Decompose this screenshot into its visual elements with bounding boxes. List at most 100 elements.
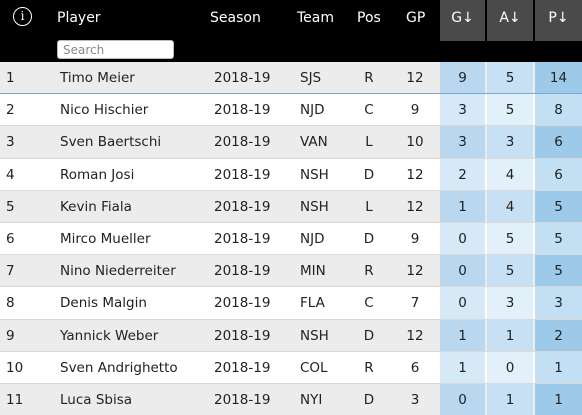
goals-cell: 0	[458, 391, 467, 408]
gp-cell: 12	[406, 327, 424, 344]
a-cell-bg	[487, 319, 533, 351]
rank-cell: 5	[6, 198, 15, 215]
a-cell-bg	[487, 158, 533, 190]
pos-cell: D	[363, 391, 375, 408]
rank-cell: 6	[6, 230, 15, 247]
goals-header-bg	[440, 0, 485, 41]
info-icon[interactable]: i	[13, 7, 32, 26]
assists-cell: 3	[505, 295, 515, 312]
pos-cell: D	[363, 230, 375, 247]
player-column-header[interactable]: Player	[57, 10, 101, 26]
team-cell: NSH	[300, 198, 329, 215]
assists-header-bg	[487, 0, 533, 41]
p-cell-bg	[535, 126, 582, 158]
points-cell: 6	[554, 134, 563, 151]
team-cell: NSH	[300, 166, 329, 183]
p-cell-bg	[535, 287, 582, 319]
table-row[interactable]: 7 Nino Niederreiter 2018-19 MIN R 12 0 5 5	[0, 255, 582, 288]
player-cell: Roman Josi	[60, 166, 135, 183]
p-cell-bg	[535, 62, 582, 94]
pos-cell: C	[364, 102, 374, 119]
team-cell: VAN	[300, 134, 328, 151]
p-cell-bg	[535, 255, 582, 287]
gp-column-header[interactable]: GP	[406, 10, 426, 26]
points-cell: 5	[554, 263, 563, 280]
season-cell: 2018-19	[214, 295, 271, 312]
g-cell-bg	[440, 351, 485, 383]
points-header-bg	[535, 0, 582, 41]
team-cell: NSH	[300, 327, 329, 344]
table-row[interactable]: 5 Kevin Fiala 2018-19 NSH L 12 1 4 5	[0, 190, 582, 223]
points-sort-header[interactable]: P↓	[548, 10, 569, 26]
assists-cell: 3	[505, 134, 515, 151]
table-row[interactable]: 11 Luca Sbisa 2018-19 NYI D 3 0 1 1	[0, 383, 582, 415]
table-row[interactable]: 3 Sven Baertschi 2018-19 VAN L 10 3 3 6	[0, 126, 582, 159]
rank-cell: 7	[6, 263, 15, 280]
gp-cell: 9	[410, 230, 420, 247]
table-row[interactable]: 1 Timo Meier 2018-19 SJS R 12 9 5 14	[0, 62, 582, 95]
pos-cell: R	[364, 359, 374, 376]
a-cell-bg	[487, 62, 533, 94]
assists-cell: 0	[505, 359, 515, 376]
table-row[interactable]: 2 Nico Hischier 2018-19 NJD C 9 3 5 8	[0, 94, 582, 127]
pos-cell: R	[364, 70, 374, 86]
team-cell: NJD	[300, 230, 325, 247]
p-cell-bg	[535, 94, 582, 126]
table-row[interactable]: 4 Roman Josi 2018-19 NSH D 12 2 4 6	[0, 158, 582, 191]
table-row[interactable]: 8 Denis Malgin 2018-19 FLA C 7 0 3 3	[0, 287, 582, 320]
table-row[interactable]: 9 Yannick Weber 2018-19 NSH D 12 1 1 2	[0, 319, 582, 352]
gp-cell: 12	[406, 166, 424, 183]
goals-cell: 3	[458, 134, 467, 151]
assists-sort-header[interactable]: A↓	[499, 10, 521, 26]
pos-cell: L	[365, 134, 373, 151]
goals-cell: 0	[458, 263, 467, 280]
table-header: i Player Season Team Pos GP G↓ A↓ P↓	[0, 0, 582, 62]
table-body: 1 Timo Meier 2018-19 SJS R 12 9 5 14 2 Nico Hischi…	[0, 62, 582, 415]
goals-cell: 1	[458, 359, 467, 376]
assists-cell: 5	[505, 230, 515, 247]
p-cell-bg	[535, 319, 582, 351]
gp-cell: 12	[406, 263, 424, 280]
a-cell-bg	[487, 351, 533, 383]
season-cell: 2018-19	[214, 70, 271, 86]
rank-cell: 2	[6, 102, 15, 119]
season-cell: 2018-19	[214, 263, 271, 280]
season-cell: 2018-19	[214, 166, 271, 183]
goals-cell: 3	[458, 102, 467, 119]
table-row[interactable]: 6 Mirco Mueller 2018-19 NJD D 9 0 5 5	[0, 222, 582, 256]
p-cell-bg	[535, 158, 582, 190]
gp-cell: 10	[406, 134, 424, 151]
points-cell: 1	[554, 391, 563, 408]
goals-cell: 2	[458, 166, 467, 183]
gp-cell: 12	[406, 70, 424, 86]
pos-column-header[interactable]: Pos	[357, 10, 381, 26]
search-input[interactable]	[57, 40, 174, 59]
team-cell: FLA	[300, 295, 325, 312]
rank-cell: 8	[6, 295, 15, 312]
pos-cell: R	[364, 263, 374, 280]
table-row[interactable]: 10 Sven Andrighetto 2018-19 COL R 6 1 0 1	[0, 351, 582, 384]
goals-cell: 1	[458, 198, 467, 215]
g-cell-bg	[440, 94, 485, 126]
g-cell-bg	[440, 319, 485, 351]
g-cell-bg	[440, 383, 485, 415]
team-column-header[interactable]: Team	[297, 10, 335, 26]
g-cell-bg	[440, 255, 485, 287]
player-cell: Nino Niederreiter	[60, 263, 176, 280]
g-cell-bg	[440, 126, 485, 158]
goals-sort-header[interactable]: G↓	[451, 10, 474, 26]
player-cell: Timo Meier	[60, 70, 135, 86]
g-cell-bg	[440, 62, 485, 94]
season-column-header[interactable]: Season	[210, 10, 261, 26]
points-cell: 2	[554, 327, 563, 344]
team-cell: NJD	[300, 102, 325, 119]
player-cell: Mirco Mueller	[60, 230, 151, 247]
a-cell-bg	[487, 222, 533, 255]
rank-cell: 1	[6, 70, 15, 86]
gp-cell: 6	[410, 359, 420, 376]
player-cell: Yannick Weber	[60, 327, 159, 344]
points-cell: 1	[554, 359, 563, 376]
player-cell: Nico Hischier	[60, 102, 149, 119]
a-cell-bg	[487, 255, 533, 287]
